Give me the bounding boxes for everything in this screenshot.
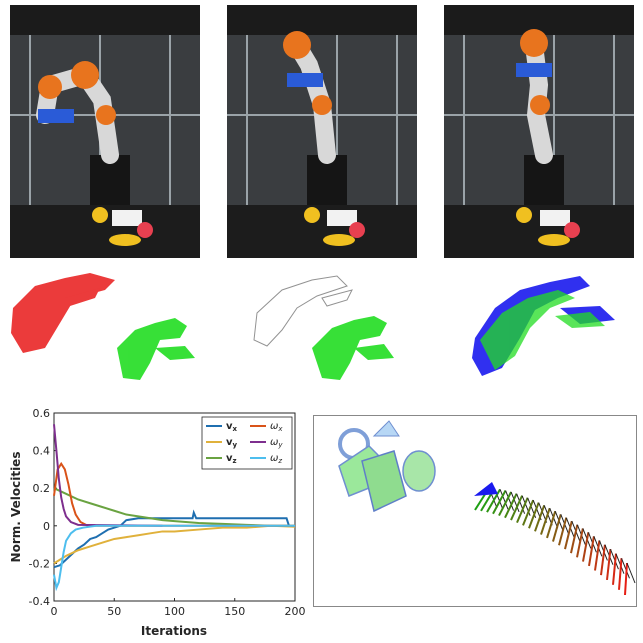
legend-label-subscript: x	[233, 425, 238, 433]
legend-label-symbol: ω	[270, 437, 278, 448]
chart-ylabel: Norm. Velocities	[9, 452, 23, 563]
series-line-omega-x	[53, 461, 295, 527]
trajectory-frame	[570, 524, 579, 554]
legend-label: vz	[226, 453, 237, 465]
y-tick-label: 0.4	[33, 445, 51, 458]
point-cloud-icon	[253, 275, 394, 380]
legend-label: ωz	[270, 453, 282, 465]
trajectory-frame	[558, 517, 568, 546]
trajectory-frame	[516, 497, 529, 523]
legend-label: vy	[226, 437, 238, 449]
trajectory-frame	[498, 491, 512, 517]
series-line-omega-y	[53, 424, 163, 527]
trajectory-frame	[504, 493, 518, 519]
x-tick-label: 200	[285, 605, 306, 618]
robot-arm-icon	[227, 5, 417, 258]
legend-label-subscript: z	[277, 457, 282, 465]
trajectory-frame	[522, 499, 535, 526]
point-cloud-panel-3	[440, 268, 640, 398]
robot-arm-icon	[10, 5, 200, 258]
point-cloud-panel-1	[5, 268, 210, 398]
x-tick-label: 100	[164, 605, 185, 618]
x-tick-label: 150	[224, 605, 245, 618]
x-tick-label: 0	[51, 605, 58, 618]
trajectory-frame	[612, 553, 617, 585]
point-cloud-panel-2	[222, 268, 427, 398]
trajectory-frame-axis	[499, 489, 509, 510]
trajectory-frame	[624, 562, 628, 596]
trajectory-frame-axis	[621, 558, 630, 579]
y-tick-label: -0.2	[29, 557, 50, 570]
y-tick-label: 0	[43, 520, 50, 533]
x-tick-label: 50	[107, 605, 121, 618]
trajectory-frame-axis	[615, 553, 625, 574]
trajectory-frame	[510, 495, 524, 521]
legend-label-symbol: ω	[270, 453, 278, 464]
trajectory-frame-axis	[510, 491, 520, 513]
legend-label-symbol: v	[226, 453, 233, 464]
trajectory-frame	[528, 502, 540, 529]
legend-label-symbol: v	[226, 421, 233, 432]
trajectory-frame-axis	[505, 490, 515, 511]
legend-label-symbol: v	[226, 437, 233, 448]
series-line-v-y	[53, 524, 296, 565]
object-cloud	[338, 420, 436, 513]
trajectory-frame	[540, 507, 551, 535]
trajectory-frame	[594, 540, 601, 571]
legend-label-subscript: y	[277, 441, 283, 449]
series-line-omega-z	[53, 524, 295, 592]
y-tick-label: 0.6	[33, 407, 51, 420]
trajectory-frame	[552, 514, 562, 542]
trajectory-frame	[588, 536, 595, 567]
trajectory-frame	[606, 549, 612, 581]
trajectory-frame	[486, 488, 501, 513]
camera-frustum	[474, 482, 498, 496]
trajectory-frame	[582, 532, 590, 562]
trajectory-frame	[546, 510, 557, 539]
y-tick-label: 0.2	[33, 482, 51, 495]
chart-xlabel: Iterations	[141, 624, 207, 638]
legend-label: ωy	[270, 437, 283, 449]
photo-robot-pose-2	[227, 5, 417, 258]
legend-label-subscript: x	[277, 425, 283, 433]
legend-label-symbol: ω	[270, 421, 278, 432]
trajectory-panel	[313, 415, 637, 607]
trajectory-frame	[492, 490, 507, 515]
legend-label: ωx	[270, 421, 283, 433]
point-cloud-icon	[472, 276, 615, 376]
robot-arm-icon	[444, 5, 634, 258]
point-cloud-icon	[11, 273, 195, 380]
trajectory-icon	[338, 420, 636, 596]
series-line-v-z	[53, 487, 295, 527]
y-tick-label: -0.4	[29, 595, 50, 608]
trajectory-frame	[576, 528, 584, 558]
velocity-chart: 0 50 100 150 200 -0.4 -0.2 0 0.2 0.4 0.6 vx ωx vy ωy v…	[0, 405, 306, 639]
photo-robot-pose-3	[444, 5, 634, 258]
trajectory-frame	[618, 558, 623, 590]
photo-robot-pose-1	[10, 5, 200, 258]
trajectory-frame-axis	[626, 562, 636, 584]
trajectory-frame	[600, 544, 606, 576]
legend-label: vx	[226, 421, 238, 433]
legend-label-subscript: y	[233, 441, 238, 449]
trajectory-frame	[534, 504, 546, 532]
trajectory-frame	[564, 520, 573, 550]
legend-label-subscript: z	[233, 457, 237, 465]
